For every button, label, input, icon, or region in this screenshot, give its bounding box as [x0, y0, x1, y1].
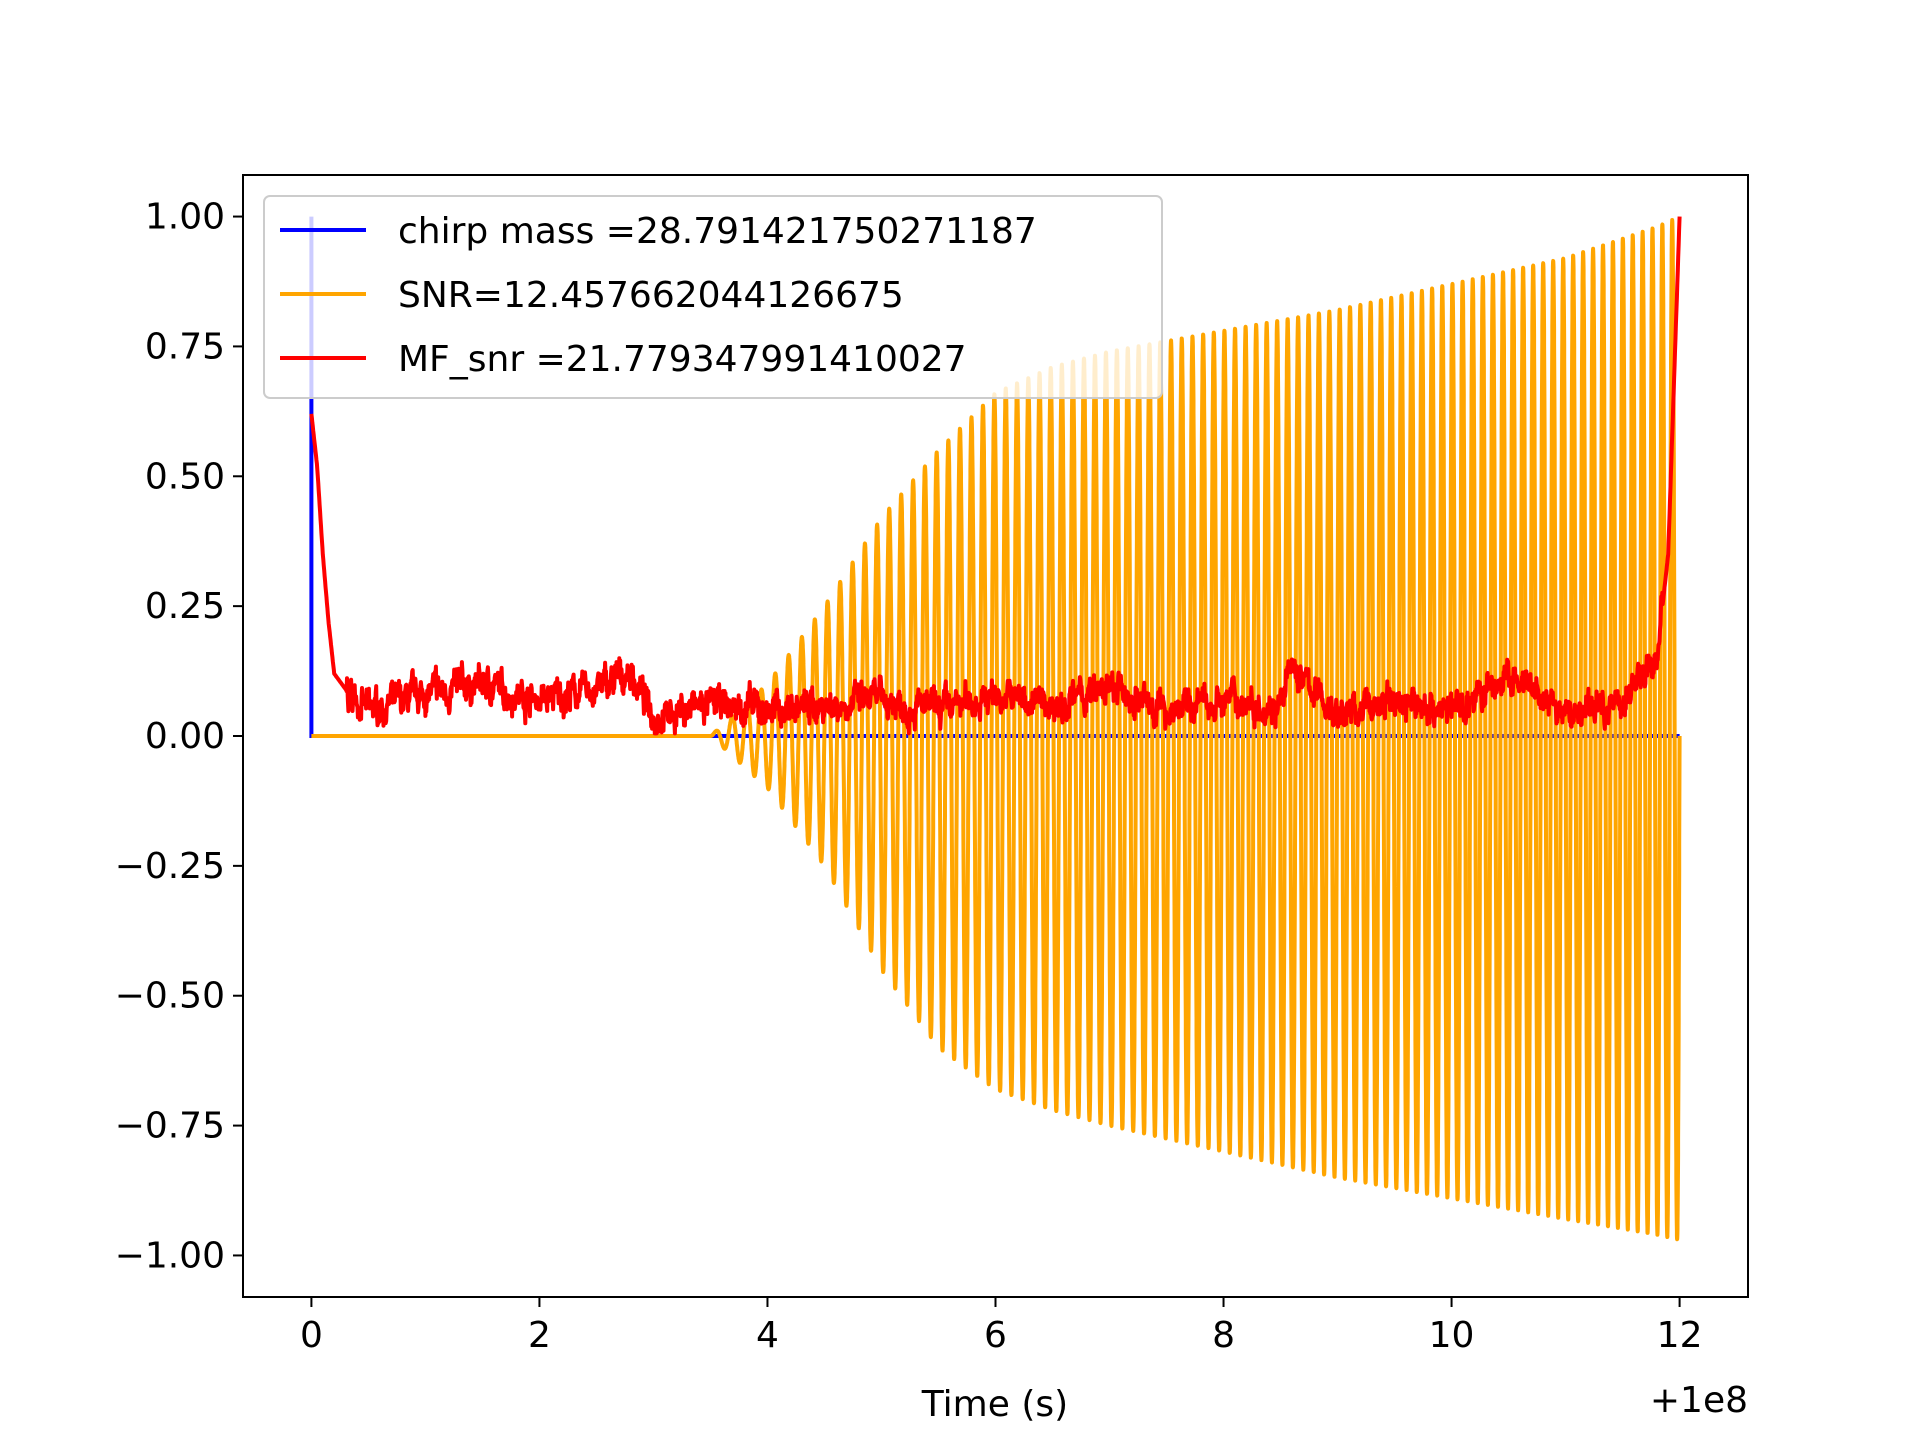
y-tick-label: 0.25 — [145, 586, 225, 627]
x-tick-label: 10 — [1429, 1315, 1475, 1356]
y-tick-label: 1.00 — [145, 197, 225, 238]
y-tick-label: −0.25 — [115, 846, 225, 887]
ticks-layer: 0 2 4 6 8 10 12 1.00 0.75 0.50 0.25 0.00 −0.25 −0.50 −… — [115, 197, 1703, 1356]
series-line-snr — [309, 218, 1682, 1242]
series-layer — [309, 216, 1682, 1242]
y-tick-label: −0.75 — [115, 1106, 225, 1147]
y-tick-label: 0.50 — [145, 456, 225, 497]
x-tick-label: 6 — [984, 1315, 1007, 1356]
y-tick-label: −0.50 — [115, 976, 225, 1017]
series-line-mf-snr — [309, 216, 1682, 736]
legend-label: chirp mass =28.791421750271187 — [398, 211, 1037, 252]
y-tick-label: −1.00 — [115, 1235, 225, 1276]
legend-box — [263, 195, 1163, 399]
x-tick-label: 12 — [1657, 1315, 1703, 1356]
x-tick-label: 2 — [528, 1315, 551, 1356]
x-tick-label: 4 — [756, 1315, 779, 1356]
y-tick-label: 0.00 — [145, 716, 225, 757]
x-tick-label: 8 — [1212, 1315, 1235, 1356]
x-axis-offset-label: +1e8 — [1650, 1380, 1748, 1421]
x-tick-label: 0 — [300, 1315, 323, 1356]
legend-label: SNR=12.457662044126675 — [398, 275, 904, 316]
y-tick-label: 0.75 — [145, 326, 225, 367]
legend: chirp mass =28.791421750271187 SNR=12.457… — [263, 195, 1163, 399]
x-axis-label: Time (s) — [921, 1384, 1068, 1425]
legend-label: MF_snr =21.779347991410027 — [398, 339, 967, 380]
